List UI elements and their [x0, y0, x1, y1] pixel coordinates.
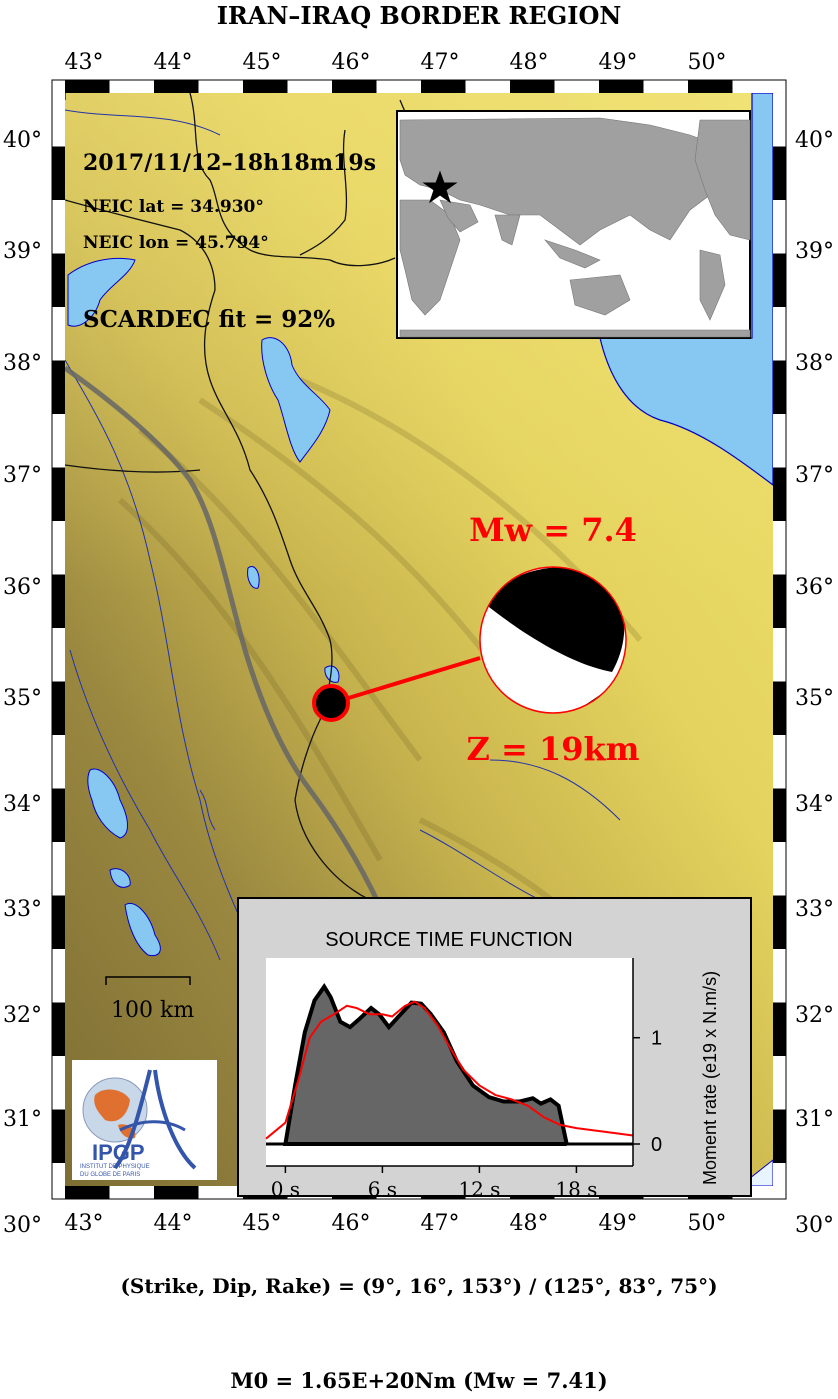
- stf-model-curve: [265, 1000, 634, 1140]
- lat-tick-label: 31°: [3, 1107, 42, 1132]
- lat-tick-label: 37°: [795, 463, 834, 488]
- event-fit: SCARDEC fit = 92%: [83, 306, 335, 333]
- map-title: IRAN–IRAQ BORDER REGION: [217, 1, 622, 30]
- lon-tick-label: 48°: [510, 1211, 549, 1236]
- lat-tick-label: 35°: [795, 686, 834, 711]
- lat-tick-label: 30°: [3, 1213, 42, 1238]
- lake-van: [67, 257, 136, 327]
- ipgp-logo: IPGP INSTITUT DE PHYSIQUE DU GLOBE DE PA…: [72, 1060, 217, 1180]
- depth-label: Z = 19km: [466, 730, 639, 768]
- lon-tick-label: 46°: [332, 50, 371, 75]
- lat-labels-right: 40° 39° 38° 37° 36° 35° 34° 33° 32° 31° …: [795, 128, 834, 1238]
- lat-tick-label: 36°: [3, 575, 42, 600]
- event-datetime: 2017/11/12–18h18m19s: [83, 150, 376, 176]
- lat-tick-label: 34°: [3, 792, 42, 817]
- rivers: [65, 109, 621, 961]
- lat-tick-label: 31°: [795, 1107, 834, 1132]
- caspian-sea: [599, 93, 773, 486]
- lat-tick-label: 38°: [3, 351, 42, 376]
- lat-tick-label: 38°: [795, 351, 834, 376]
- stf-x-tick-label: 18 s: [555, 1177, 597, 1201]
- stf-title: SOURCE TIME FUNCTION: [325, 929, 572, 951]
- stf-y-tick-label: 0: [651, 1134, 662, 1156]
- lon-tick-label: 45°: [243, 1211, 282, 1236]
- lat-tick-label: 39°: [3, 239, 42, 264]
- lake-urmia: [261, 337, 331, 463]
- lon-labels-bottom: 43° 44° 45° 46° 47° 48° 49° 50°: [65, 1211, 727, 1236]
- lake-tharthar: [87, 768, 128, 839]
- moment-label: M0 = 1.65E+20Nm (Mw = 7.41): [230, 1368, 607, 1393]
- lat-tick-label: 40°: [3, 128, 42, 153]
- lake-razazza: [124, 902, 161, 957]
- lon-tick-label: 47°: [421, 1211, 460, 1236]
- lat-tick-label: 32°: [795, 1003, 834, 1028]
- epicenter-marker: [312, 684, 350, 722]
- lon-tick-label: 46°: [332, 1211, 371, 1236]
- stf-x-tick-label: 6 s: [368, 1177, 397, 1201]
- lat-labels-left: 40° 39° 38° 37° 36° 35° 34° 33° 32° 31° …: [3, 128, 42, 1238]
- lat-tick-label: 35°: [3, 686, 42, 711]
- lat-tick-label: 30°: [795, 1213, 834, 1238]
- lat-tick-label: 34°: [795, 792, 834, 817]
- stf-y-tick-label: 1: [651, 1028, 662, 1050]
- lon-tick-label: 49°: [599, 1211, 638, 1236]
- stf-inset: SOURCE TIME FUNCTION 0 s 6 s 12 s 18 s 0 1 M…: [237, 897, 752, 1201]
- lon-tick-label: 43°: [65, 50, 104, 75]
- lon-tick-label: 48°: [510, 50, 549, 75]
- lat-tick-label: 33°: [795, 897, 834, 922]
- lon-tick-label: 44°: [154, 50, 193, 75]
- epicenter-star-icon: [422, 170, 458, 204]
- logo-subtitle: DU GLOBE DE PARIS: [80, 1172, 140, 1178]
- logo-name: IPGP: [92, 1140, 145, 1165]
- world-inset: [396, 110, 751, 339]
- mechanism-label: (Strike, Dip, Rake) = (9°, 16°, 153°) / …: [120, 1274, 717, 1298]
- beachball: [480, 567, 626, 713]
- lon-labels-top: 43° 44° 45° 46° 47° 48° 49° 50°: [65, 50, 727, 75]
- focal-mechanism: Mw = 7.4 Z = 19km: [312, 511, 640, 768]
- lon-tick-label: 49°: [599, 50, 638, 75]
- scale-bar-label: 100 km: [111, 998, 194, 1023]
- lon-tick-label: 45°: [243, 50, 282, 75]
- event-info: 2017/11/12–18h18m19s NEIC lat = 34.930° …: [83, 150, 376, 333]
- lat-tick-label: 36°: [795, 575, 834, 600]
- lat-tick-label: 33°: [3, 897, 42, 922]
- lon-tick-label: 50°: [688, 1211, 727, 1236]
- stf-x-tick-label: 12 s: [458, 1177, 500, 1201]
- lat-tick-label: 37°: [3, 463, 42, 488]
- lat-tick-label: 40°: [795, 128, 834, 153]
- scale-bar: 100 km: [105, 976, 194, 1023]
- lon-tick-label: 44°: [154, 1211, 193, 1236]
- stf-plot: [265, 983, 634, 1146]
- lake-habbaniyah: [109, 868, 131, 888]
- lat-tick-label: 39°: [795, 239, 834, 264]
- lat-tick-label: 32°: [3, 1003, 42, 1028]
- fault-line: [65, 365, 393, 931]
- lon-tick-label: 50°: [688, 50, 727, 75]
- lon-tick-label: 43°: [65, 1211, 104, 1236]
- stf-x-tick-label: 0 s: [271, 1177, 300, 1201]
- lake-small: [247, 566, 260, 589]
- stf-ylabel: Moment rate (e19 x N.m/s): [700, 971, 720, 1185]
- logo-subtitle: INSTITUT DE PHYSIQUE: [80, 1164, 150, 1170]
- event-lon: NEIC lon = 45.794°: [83, 233, 269, 253]
- lon-tick-label: 47°: [421, 50, 460, 75]
- event-lat: NEIC lat = 34.930°: [83, 197, 264, 217]
- magnitude-label: Mw = 7.4: [469, 511, 637, 549]
